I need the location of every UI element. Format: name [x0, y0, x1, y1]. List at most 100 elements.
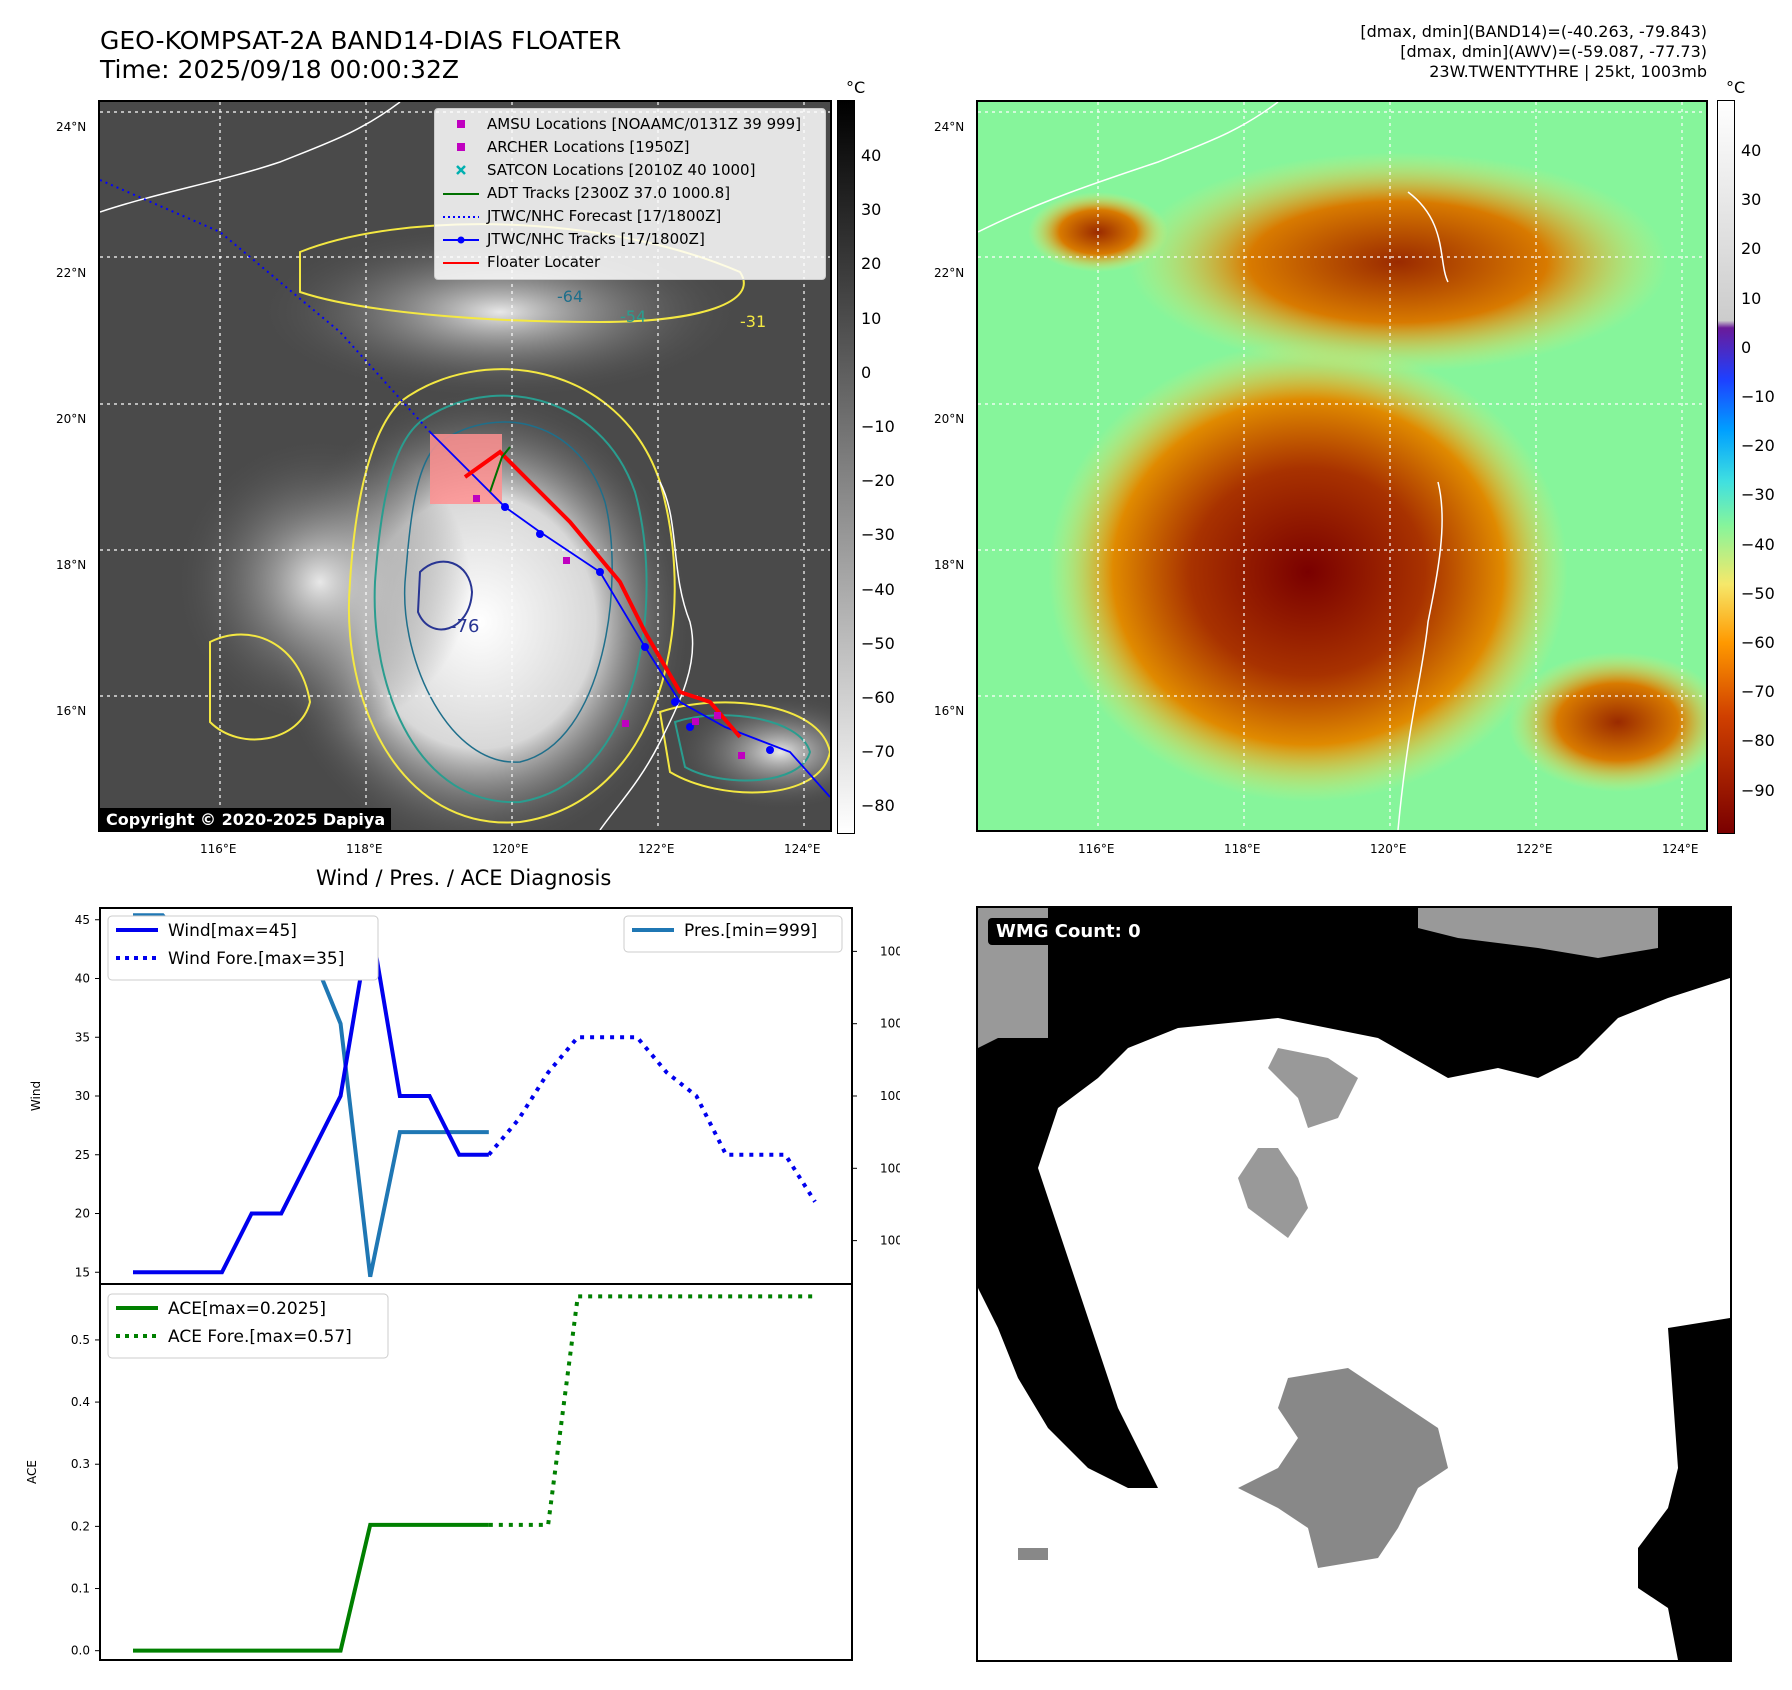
legend-label: ACE Fore.[max=0.57] [168, 1327, 352, 1347]
colorbar-tick: −60 [861, 688, 895, 707]
awv-lat-24: 24°N [934, 120, 965, 134]
pressure-tick-label: 1008 [880, 944, 900, 958]
diagnosis-chart: 45 40 35 30 25 20 15 1008 1006 1004 1002 1000 0.5 0.4… [25, 907, 900, 1661]
colorbar-tick: −40 [861, 579, 895, 599]
legend-label: ADT Tracks [2300Z 37.0 1000.8] [487, 184, 731, 202]
colorbar-tick: −80 [861, 796, 895, 816]
colorbar-tick: −80 [1741, 731, 1775, 751]
lon-label-124: 124°E [784, 842, 821, 856]
title-line-1: GEO-KOMPSAT-2A BAND14-DIAS FLOATER [100, 26, 622, 55]
pressure-tick-label: 1002 [880, 1161, 900, 1175]
colorbar-tick: 30 [861, 200, 882, 220]
wind-series-line [133, 919, 489, 1275]
awv-lat-18: 18°N [934, 558, 965, 572]
awv-lon-120: 120°E [1370, 842, 1407, 856]
contour-label-54: -54 [620, 307, 646, 326]
awv-lon-118: 118°E [1224, 842, 1261, 856]
lat-label-24: 24°N [56, 120, 87, 134]
lat-label-16: 16°N [56, 704, 87, 718]
legend-entry: ARCHER Locations [1950Z] [435, 136, 825, 159]
pressure-tick-label: 1000 [880, 1234, 900, 1248]
colorbar-tick: −40 [1741, 534, 1775, 554]
colorbar-tick: 0 [861, 362, 872, 382]
colorbar-tick: −70 [1741, 682, 1775, 702]
awv-lon-122: 122°E [1516, 842, 1553, 856]
awv-map-svg [978, 102, 1706, 830]
legend-label: Floater Locater [487, 253, 601, 271]
colorbar-tick: 40 [1741, 141, 1762, 160]
jtwc-forecast-track [100, 179, 431, 433]
wind-tick-label: 40 [75, 972, 90, 986]
diagnosis-title: Wind / Pres. / ACE Diagnosis [316, 866, 612, 890]
legend-swatch [443, 236, 479, 244]
colorbar-tick: −30 [1741, 485, 1775, 505]
title-line-2: Time: 2025/09/18 00:00:32Z [100, 55, 459, 84]
contour-label-76: -76 [450, 616, 479, 637]
map-legend: AMSU Locations [NOAAMC/0131Z 39 999] ARCH… [434, 108, 826, 280]
legend-label: JTWC/NHC Tracks [17/1800Z] [487, 230, 705, 248]
legend-swatch [457, 120, 465, 128]
legend-label: AMSU Locations [NOAAMC/0131Z 39 999] [487, 115, 802, 133]
wind-tick-label: 35 [75, 1030, 90, 1044]
ace-tick-label: 0.1 [71, 1582, 90, 1596]
colorbar-tick: −10 [861, 417, 895, 436]
colorbar-tick: −90 [1741, 780, 1775, 800]
colorbar-tick: −70 [861, 742, 895, 762]
lon-label-118: 118°E [346, 842, 383, 856]
legend-swatch [443, 262, 479, 264]
ace-tick-label: 0.3 [71, 1457, 90, 1471]
colorbar-tick: 20 [1741, 239, 1762, 259]
colorbar-tick: −30 [861, 525, 895, 545]
wmg-panel [976, 906, 1732, 1662]
awv-lon-124: 124°E [1662, 842, 1699, 856]
stats-storm: 23W.TWENTYTHRE | 25kt, 1003mb [1429, 62, 1707, 81]
lat-label-18: 18°N [56, 558, 87, 572]
colorbar-left-unit: °C [846, 78, 866, 97]
adt-track [489, 446, 511, 493]
colorbar-tick: 10 [861, 308, 882, 328]
lat-label-20: 20°N [56, 412, 87, 426]
wind-tick-label: 30 [75, 1089, 90, 1103]
colorbar-tick: 20 [861, 254, 882, 274]
ace-tick-label: 0.2 [71, 1519, 90, 1533]
legend-entry: JTWC/NHC Tracks [17/1800Z] [435, 228, 825, 251]
floater-track [463, 449, 742, 739]
colorbar-left [837, 100, 855, 834]
colorbar-tick: 10 [1741, 288, 1762, 308]
lon-label-120: 120°E [492, 842, 529, 856]
ace-series-line [133, 1522, 489, 1653]
colorbar-tick: 40 [861, 146, 882, 165]
figure-title: GEO-KOMPSAT-2A BAND14-DIAS FLOATER Time:… [100, 26, 621, 84]
pressure-legend [623, 915, 843, 953]
lon-label-116: 116°E [200, 842, 237, 856]
ace-axis-label: ACE [25, 1460, 39, 1484]
legend-entry: SATCON Locations [2010Z 40 1000] [435, 159, 825, 182]
legend-label: ACE[max=0.2025] [168, 1299, 326, 1319]
ace-tick-label: 0.0 [71, 1644, 90, 1658]
copyright-label: Copyright © 2020-2025 Dapiya [100, 808, 392, 831]
awv-lat-16: 16°N [934, 704, 965, 718]
colorbar-tick: −10 [1741, 387, 1775, 406]
awv-lon-116: 116°E [1078, 842, 1115, 856]
pressure-tick-label: 1006 [880, 1017, 900, 1031]
lon-label-122: 122°E [638, 842, 675, 856]
awv-lat-22: 22°N [934, 266, 965, 280]
legend-label: Wind[max=45] [168, 921, 297, 941]
pressure-tick-label: 1004 [880, 1089, 900, 1103]
colorbar-right-unit: °C [1726, 78, 1746, 97]
stats-block: [dmax, dmin](BAND14)=(-40.263, -79.843) … [1360, 22, 1707, 82]
legend-entry: ADT Tracks [2300Z 37.0 1000.8] [435, 182, 825, 205]
wmg-svg [978, 908, 1730, 1660]
ace-axes [99, 1283, 853, 1661]
ace-tick-label: 0.4 [71, 1395, 90, 1409]
legend-entry: AMSU Locations [NOAAMC/0131Z 39 999] [435, 113, 825, 136]
stats-awv: [dmax, dmin](AWV)=(-59.087, -77.73) [1400, 42, 1707, 61]
colorbar-tick: 0 [1741, 337, 1752, 357]
colorbar-tick: −50 [1741, 583, 1775, 603]
wmg-count-badge: WMG Count: 0 [988, 918, 1149, 945]
legend-swatch [457, 143, 465, 151]
legend-entry: Floater Locater [435, 251, 825, 274]
ace-forecast-series-line [488, 1294, 815, 1527]
stats-band14: [dmax, dmin](BAND14)=(-40.263, -79.843) [1360, 22, 1707, 41]
wind-tick-label: 25 [75, 1148, 90, 1162]
